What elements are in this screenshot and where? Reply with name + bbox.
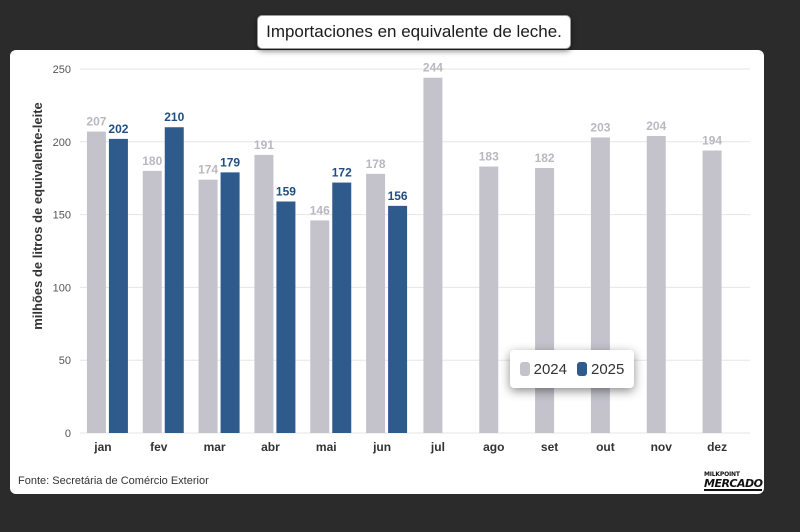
bar-2024-jul: [423, 77, 443, 434]
source-note: Fonte: Secretária de Comércio Exterior: [18, 475, 209, 487]
milkpoint-mercado-logo: MILKPOINT MERCADO: [704, 471, 763, 491]
chart-title-text: Importaciones en equivalente de leche.: [266, 22, 562, 41]
bar-2024-out: [590, 137, 610, 433]
x-tick-label-dez: dez: [707, 440, 727, 454]
data-label-2025-fev: 210: [164, 110, 184, 124]
y-tick-label-250: 250: [53, 64, 71, 76]
chart-panel: [10, 50, 764, 494]
data-label-2024-mai: 146: [310, 203, 330, 217]
x-tick-label-set: set: [541, 440, 558, 454]
data-label-2025-mai: 172: [332, 166, 352, 180]
y-axis-label: milhões de litros de equivalente-leite: [30, 102, 45, 330]
chart-title: Importaciones en equivalente de leche.: [257, 15, 571, 49]
bar-2025-jan: [108, 138, 128, 433]
data-label-2024-jun: 178: [366, 157, 386, 171]
data-label-2024-nov: 204: [646, 119, 666, 133]
data-label-2025-mar: 179: [220, 155, 240, 169]
x-tick-label-mai: mai: [316, 440, 337, 454]
x-tick-label-mar: mar: [204, 440, 226, 454]
y-tick-label-0: 0: [65, 428, 71, 440]
data-label-2024-jan: 207: [86, 115, 106, 129]
x-tick-label-ago: ago: [483, 440, 504, 454]
y-tick-label-50: 50: [59, 355, 71, 367]
data-label-2024-jul: 244: [423, 61, 443, 75]
bar-2024-jan: [86, 131, 106, 433]
bar-2025-mai: [332, 182, 352, 433]
bar-2024-jun: [366, 173, 386, 433]
bar-2025-abr: [276, 201, 296, 433]
legend-swatch-2025: [577, 362, 587, 376]
data-label-2024-abr: 191: [254, 138, 274, 152]
bar-2025-fev: [164, 127, 184, 434]
bar-2024-nov: [646, 135, 666, 433]
bar-2024-dez: [702, 150, 722, 433]
data-label-2024-ago: 183: [479, 150, 499, 164]
bar-2024-abr: [254, 154, 274, 434]
data-label-2024-mar: 174: [198, 163, 218, 177]
bar-2024-ago: [479, 166, 499, 433]
data-label-2025-abr: 159: [276, 184, 296, 198]
data-label-2024-dez: 194: [702, 134, 722, 148]
data-label-2025-jun: 156: [388, 189, 408, 203]
data-label-2024-fev: 180: [142, 154, 162, 168]
x-tick-label-jan: jan: [93, 440, 111, 454]
legend-label-2025: 2025: [591, 360, 625, 378]
legend-entry-2024: 2024: [519, 360, 567, 378]
bar-2025-jun: [388, 205, 408, 433]
logo-line2: MERCADO: [704, 477, 763, 491]
x-tick-label-abr: abr: [261, 440, 280, 454]
chart-legend: 2024 2025: [510, 350, 634, 388]
bar-2025-mar: [220, 172, 240, 433]
x-tick-label-out: out: [596, 440, 615, 454]
bar-2024-fev: [142, 170, 162, 434]
legend-swatch-2024: [519, 362, 530, 376]
data-label-2024-out: 203: [590, 120, 610, 134]
legend-entry-2025: 2025: [577, 361, 624, 378]
legend-label-2024: 2024: [533, 360, 567, 378]
x-tick-label-fev: fev: [150, 440, 168, 454]
x-tick-label-jul: jul: [430, 440, 445, 454]
bar-2024-set: [535, 168, 555, 433]
data-label-2025-jan: 202: [108, 122, 128, 136]
bar-2024-mar: [198, 179, 218, 433]
x-tick-label-jun: jun: [372, 440, 391, 454]
data-label-2024-set: 182: [535, 151, 555, 165]
y-tick-label-100: 100: [53, 282, 71, 294]
y-tick-label-200: 200: [53, 137, 71, 149]
logo-line1: MILKPOINT: [704, 471, 740, 478]
y-tick-label-150: 150: [53, 210, 71, 222]
bar-2024-mai: [310, 220, 330, 433]
x-tick-label-nov: nov: [651, 440, 673, 454]
